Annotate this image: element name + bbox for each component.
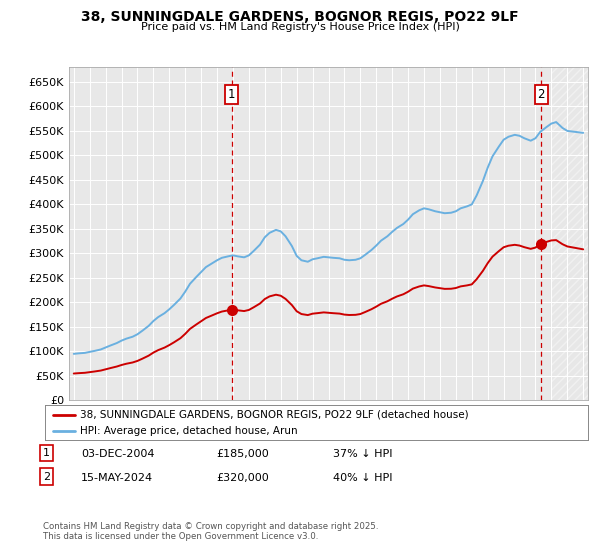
Text: 38, SUNNINGDALE GARDENS, BOGNOR REGIS, PO22 9LF (detached house): 38, SUNNINGDALE GARDENS, BOGNOR REGIS, P… (80, 409, 469, 419)
Bar (551, 67, 591, 400)
Text: 1: 1 (228, 88, 235, 101)
Text: Price paid vs. HM Land Registry's House Price Index (HPI): Price paid vs. HM Land Registry's House … (140, 22, 460, 32)
Text: 15-MAY-2024: 15-MAY-2024 (81, 473, 153, 483)
Text: Contains HM Land Registry data © Crown copyright and database right 2025.
This d: Contains HM Land Registry data © Crown c… (43, 522, 379, 542)
Text: 2: 2 (43, 472, 50, 482)
Text: £320,000: £320,000 (216, 473, 269, 483)
Text: £185,000: £185,000 (216, 449, 269, 459)
Text: 03-DEC-2004: 03-DEC-2004 (81, 449, 155, 459)
Text: 37% ↓ HPI: 37% ↓ HPI (333, 449, 392, 459)
Text: HPI: Average price, detached house, Arun: HPI: Average price, detached house, Arun (80, 426, 298, 436)
Bar (551, 67, 591, 400)
Text: 40% ↓ HPI: 40% ↓ HPI (333, 473, 392, 483)
Text: 2: 2 (538, 88, 545, 101)
Text: 38, SUNNINGDALE GARDENS, BOGNOR REGIS, PO22 9LF: 38, SUNNINGDALE GARDENS, BOGNOR REGIS, P… (81, 10, 519, 24)
Text: 1: 1 (43, 448, 50, 458)
